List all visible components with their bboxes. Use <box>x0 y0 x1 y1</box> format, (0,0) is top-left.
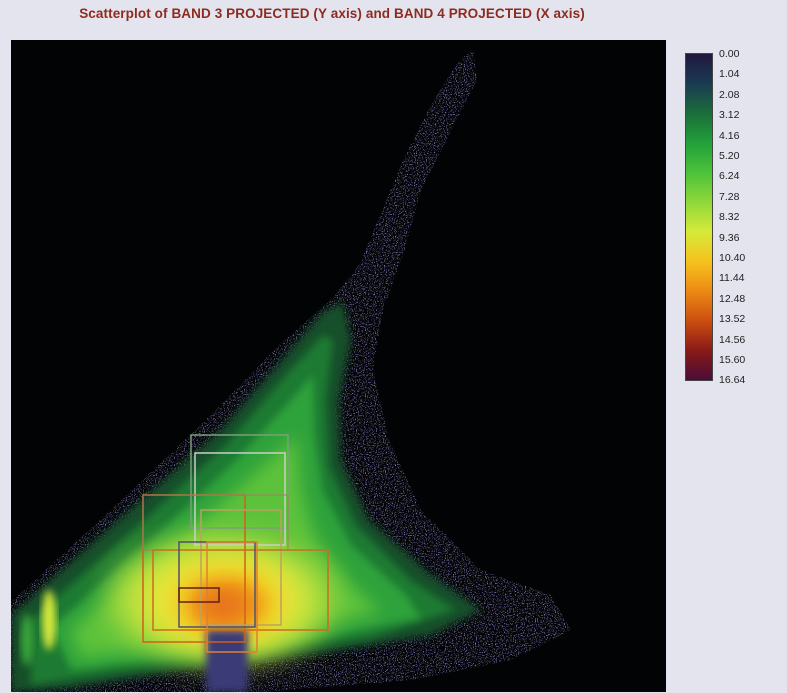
colorbar-tick-label: 12.48 <box>719 292 746 305</box>
class-box <box>200 509 282 626</box>
colorbar-tick-label: 10.40 <box>719 252 746 264</box>
colorbar-tick-label: 5.20 <box>719 150 740 162</box>
colorbar-tick-label: 0.00 <box>719 48 740 60</box>
colorbar-tick-label: 15.60 <box>719 354 746 366</box>
colorbar-ticks: 0.00 1.04 2.08 3.12 4.16 5.20 6.24 7.28 8.32 9.36… <box>719 48 779 392</box>
colorbar-tick-label: 11.44 <box>719 272 745 285</box>
class-boxes <box>142 434 329 653</box>
chart-title: Scatterplot of BAND 3 PROJECTED (Y axis)… <box>79 6 585 21</box>
colorbar-tick-label: 1.04 <box>719 68 740 81</box>
density-plot <box>11 50 571 692</box>
class-box <box>178 587 220 603</box>
class-box <box>190 434 289 529</box>
colorbar-tick-label: 4.16 <box>719 129 740 142</box>
colorbar-tick-label: 8.32 <box>719 211 740 224</box>
colorbar-tick-label: 16.64 <box>719 374 746 387</box>
class-box <box>152 549 329 631</box>
colorbar-tick-label: 9.36 <box>719 231 740 244</box>
colorbar <box>685 53 713 381</box>
plot-area <box>11 40 666 692</box>
colorbar-tick-label: 2.08 <box>719 88 740 101</box>
colorbar-tick-label: 6.24 <box>719 170 740 183</box>
colorbar-tick-label: 3.12 <box>719 109 740 122</box>
class-box <box>206 541 258 653</box>
colorbar-tick-label: 14.56 <box>719 333 746 346</box>
colorbar-tick-label: 13.52 <box>719 313 746 326</box>
class-box <box>194 452 286 546</box>
colorbar-tick-label: 7.28 <box>719 190 740 203</box>
